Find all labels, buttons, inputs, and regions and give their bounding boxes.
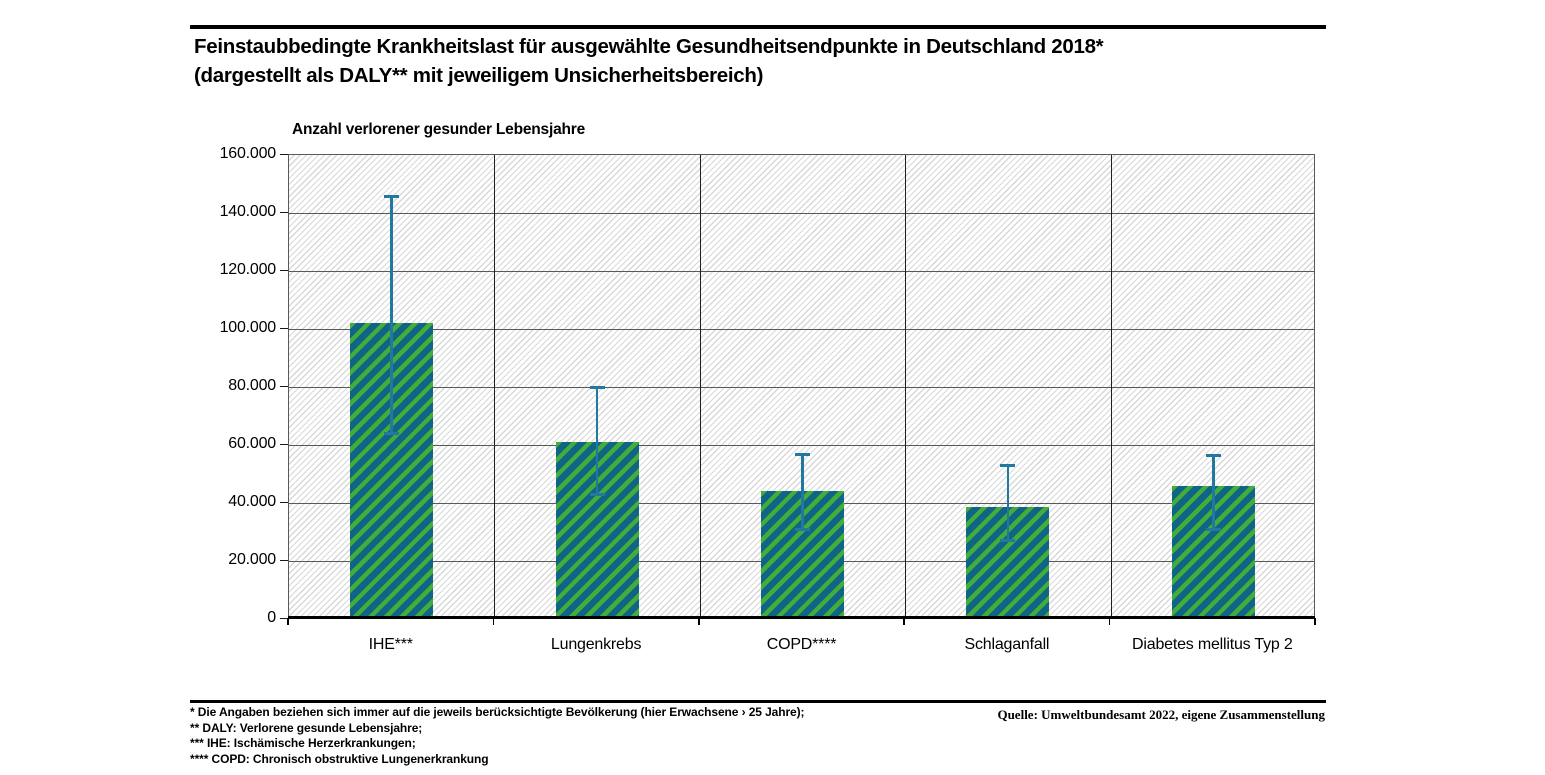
error-bar-cap-top <box>1205 454 1221 458</box>
y-tick-mark <box>280 443 288 445</box>
title-rule <box>190 25 1326 29</box>
x-tick-mark <box>698 618 700 625</box>
x-tick-mark <box>287 618 289 625</box>
error-bar-cap-top <box>795 452 810 456</box>
y-tick-mark <box>280 327 288 329</box>
error-bar-cap-top <box>1000 464 1016 468</box>
y-tick-mark <box>280 501 288 503</box>
chart-title-line2: (dargestellt als DALY** mit jeweiligem U… <box>194 63 764 87</box>
y-tick-label: 80.000 <box>228 377 276 394</box>
y-tick-label: 20.000 <box>228 551 276 568</box>
x-category-label: Lungenkrebs <box>550 636 642 653</box>
error-bar-cap-bottom <box>384 431 400 435</box>
x-category-label: Diabetes mellitus Typ 2 <box>1132 636 1293 653</box>
h-gridline <box>289 213 1314 214</box>
error-bar-line <box>1006 465 1010 541</box>
y-tick-label: 40.000 <box>228 493 276 510</box>
x-category-label: IHE*** <box>368 636 413 653</box>
y-axis-title: Anzahl verlorener gesunder Lebensjahre <box>292 121 586 138</box>
error-bar-line <box>801 453 804 530</box>
error-bar-line <box>595 387 599 495</box>
x-category-label: COPD**** <box>766 636 837 653</box>
y-tick-mark <box>280 211 288 213</box>
h-gridline <box>289 271 1314 272</box>
h-gridline <box>289 445 1314 446</box>
y-tick-mark <box>280 153 288 155</box>
y-tick-mark <box>280 617 288 619</box>
footnote-line-2: ** DALY: Verlorene gesunde Lebensjahre; <box>190 720 423 735</box>
x-tick-mark <box>1108 618 1111 625</box>
x-tick-mark <box>492 618 495 625</box>
x-tick-mark <box>1314 618 1316 625</box>
v-divider <box>494 155 496 618</box>
error-bar-cap-bottom <box>795 527 810 531</box>
error-bar-line <box>1212 455 1215 530</box>
v-divider <box>1110 155 1112 618</box>
error-bar-cap-bottom <box>589 492 605 496</box>
plot-area <box>288 154 1315 618</box>
x-category-label: Schlaganfall <box>964 636 1050 653</box>
h-gridline <box>289 329 1314 330</box>
bar-lungenkrebs <box>555 441 639 618</box>
error-bar-cap-bottom <box>1205 527 1221 531</box>
footnotes: * Die Angaben beziehen sich immer auf di… <box>190 705 805 767</box>
footnote-line-1: * Die Angaben beziehen sich immer auf di… <box>190 705 805 719</box>
source-text: Quelle: Umweltbundesamt 2022, eigene Zus… <box>997 707 1325 722</box>
error-bar-cap-top <box>384 194 400 198</box>
chart-title: Feinstaubbedingte Krankheitslast für aus… <box>194 33 1104 90</box>
footnote-line-4: **** COPD: Chronisch obstruktive Lungene… <box>190 751 489 766</box>
y-tick-label: 100.000 <box>219 319 277 336</box>
y-tick-label: 160.000 <box>219 145 277 162</box>
y-tick-mark <box>280 559 288 561</box>
error-bar-cap-bottom <box>1000 539 1016 543</box>
x-tick-mark <box>903 618 905 625</box>
bar-ihe <box>350 322 434 618</box>
chart-title-line1: Feinstaubbedingte Krankheitslast für aus… <box>194 35 1104 58</box>
h-gridline <box>289 387 1314 388</box>
footnote-line-3: *** IHE: Ischämische Herzerkrankungen; <box>190 736 416 750</box>
v-divider <box>905 155 907 618</box>
y-tick-label: 140.000 <box>219 203 277 220</box>
footnote-rule <box>190 700 1326 703</box>
y-tick-mark <box>280 385 288 387</box>
y-tick-mark <box>280 269 288 271</box>
v-divider <box>699 155 701 618</box>
error-bar-line <box>390 195 393 434</box>
y-tick-label: 0 <box>267 609 276 626</box>
error-bar-cap-top <box>589 386 605 389</box>
y-tick-label: 60.000 <box>228 435 276 452</box>
y-tick-label: 120.000 <box>219 261 277 278</box>
x-axis-line <box>288 615 1315 619</box>
